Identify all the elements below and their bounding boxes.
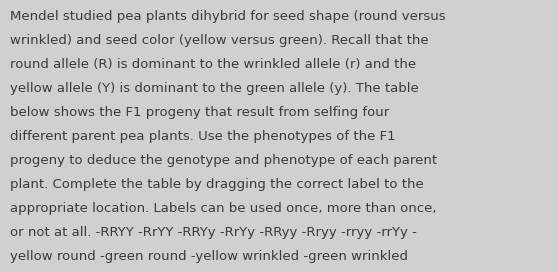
Text: progeny to deduce the genotype and phenotype of each parent: progeny to deduce the genotype and pheno…: [10, 154, 437, 167]
Text: round allele (R) is dominant to the wrinkled allele (r) and the: round allele (R) is dominant to the wrin…: [10, 58, 416, 71]
Text: yellow round -green round -yellow wrinkled -green wrinkled: yellow round -green round -yellow wrinkl…: [10, 250, 408, 263]
Text: below shows the F1 progeny that result from selfing four: below shows the F1 progeny that result f…: [10, 106, 389, 119]
Text: plant. Complete the table by dragging the correct label to the: plant. Complete the table by dragging th…: [10, 178, 424, 191]
Text: yellow allele (Y) is dominant to the green allele (y). The table: yellow allele (Y) is dominant to the gre…: [10, 82, 419, 95]
Text: or not at all. -RRYY -RrYY -RRYy -RrYy -RRyy -Rryy -rryy -rrYy -: or not at all. -RRYY -RrYY -RRYy -RrYy -…: [10, 226, 417, 239]
Text: wrinkled) and seed color (yellow versus green). Recall that the: wrinkled) and seed color (yellow versus …: [10, 34, 429, 47]
Text: appropriate location. Labels can be used once, more than once,: appropriate location. Labels can be used…: [10, 202, 436, 215]
Text: different parent pea plants. Use the phenotypes of the F1: different parent pea plants. Use the phe…: [10, 130, 396, 143]
Text: Mendel studied pea plants dihybrid for seed shape (round versus: Mendel studied pea plants dihybrid for s…: [10, 10, 446, 23]
